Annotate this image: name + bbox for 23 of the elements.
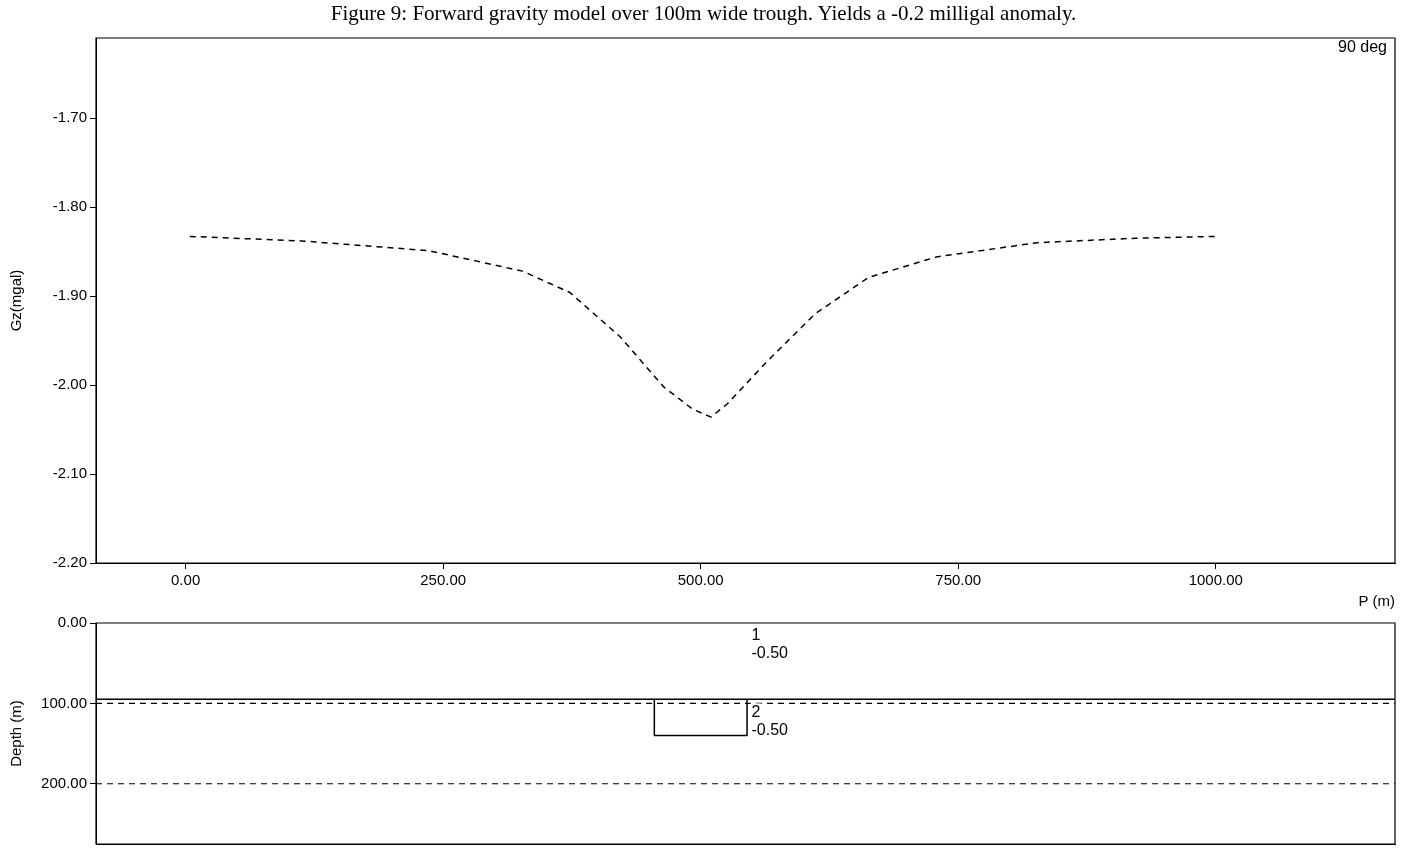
x-tick-label: 500.00 <box>677 571 724 589</box>
y-tick-label: 0.00 <box>57 613 87 631</box>
y-axis-title: Depth (m) <box>7 700 25 767</box>
annotation: 90 deg <box>1338 38 1387 56</box>
y-tick-label: 100.00 <box>41 693 87 711</box>
annotation: -0.50 <box>751 720 789 738</box>
annotation: 2 <box>751 702 761 720</box>
annotation: 1 <box>751 626 761 644</box>
x-tick-label: 0.00 <box>171 571 201 589</box>
x-tick-label: 750.00 <box>935 571 982 589</box>
y-tick-label: -1.70 <box>52 108 87 126</box>
chart-title: Figure 9: Forward gravity model over 100m wide trough. Yields a -0.2 milligal anomaly. <box>329 0 1078 26</box>
y-tick-label: -1.90 <box>52 286 87 304</box>
annotation: -0.50 <box>751 644 789 662</box>
x-tick-label: 250.00 <box>420 571 467 589</box>
y-tick-label: -2.10 <box>52 464 87 482</box>
y-tick-label: -2.20 <box>52 553 87 571</box>
y-tick-label: -2.00 <box>52 375 87 393</box>
x-axis-title: P (m) <box>1358 592 1395 610</box>
y-tick-label: -1.80 <box>52 197 87 215</box>
y-axis-title: Gz(mgal) <box>7 269 25 332</box>
y-tick-label: 200.00 <box>41 773 87 791</box>
x-tick-label: 1000.00 <box>1188 571 1243 589</box>
